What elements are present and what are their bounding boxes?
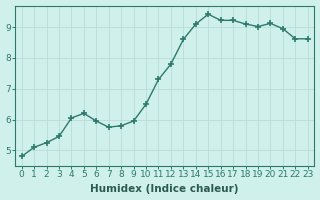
X-axis label: Humidex (Indice chaleur): Humidex (Indice chaleur) — [91, 184, 239, 194]
